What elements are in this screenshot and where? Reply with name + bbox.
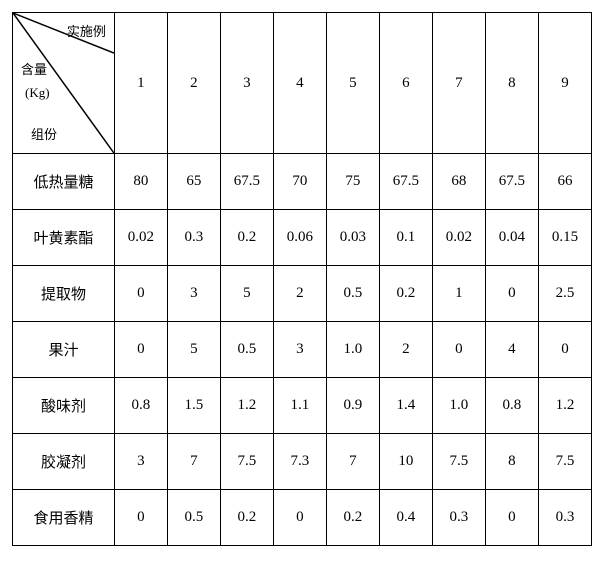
table-row: 酸味剂 0.8 1.5 1.2 1.1 0.9 1.4 1.0 0.8 1.2 <box>13 378 592 434</box>
corner-label-shishili: 实施例 <box>67 21 106 40</box>
cell: 0 <box>114 322 167 378</box>
col-header: 7 <box>432 13 485 154</box>
row-header: 低热量糖 <box>13 154 115 210</box>
cell: 7.3 <box>273 434 326 490</box>
cell: 0 <box>114 266 167 322</box>
cell: 2 <box>273 266 326 322</box>
row-header: 提取物 <box>13 266 115 322</box>
cell: 10 <box>379 434 432 490</box>
cell: 4 <box>485 322 538 378</box>
cell: 0.1 <box>379 210 432 266</box>
col-header: 2 <box>167 13 220 154</box>
col-header: 5 <box>326 13 379 154</box>
col-header: 9 <box>538 13 591 154</box>
cell: 0.8 <box>114 378 167 434</box>
row-header: 酸味剂 <box>13 378 115 434</box>
cell: 0.9 <box>326 378 379 434</box>
cell: 2.5 <box>538 266 591 322</box>
cell: 0.8 <box>485 378 538 434</box>
cell: 3 <box>273 322 326 378</box>
cell: 0.3 <box>167 210 220 266</box>
cell: 1.0 <box>326 322 379 378</box>
cell: 1.4 <box>379 378 432 434</box>
cell: 3 <box>167 266 220 322</box>
corner-label-hanliang: 含量 <box>21 59 47 78</box>
table-row: 叶黄素酯 0.02 0.3 0.2 0.06 0.03 0.1 0.02 0.0… <box>13 210 592 266</box>
row-header: 果汁 <box>13 322 115 378</box>
cell: 67.5 <box>379 154 432 210</box>
cell: 0.3 <box>432 490 485 546</box>
cell: 0.2 <box>220 210 273 266</box>
col-header: 6 <box>379 13 432 154</box>
cell: 0.3 <box>538 490 591 546</box>
cell: 7 <box>326 434 379 490</box>
row-header: 食用香精 <box>13 490 115 546</box>
cell: 75 <box>326 154 379 210</box>
table-body: 低热量糖 80 65 67.5 70 75 67.5 68 67.5 66 叶黄… <box>13 154 592 546</box>
cell: 7.5 <box>538 434 591 490</box>
cell: 65 <box>167 154 220 210</box>
composition-table: 实施例 含量 (Kg) 组份 1 2 3 4 5 6 7 8 9 低热量糖 80… <box>12 12 592 546</box>
cell: 7 <box>167 434 220 490</box>
table-row: 胶凝剂 3 7 7.5 7.3 7 10 7.5 8 7.5 <box>13 434 592 490</box>
cell: 0 <box>432 322 485 378</box>
cell: 1.0 <box>432 378 485 434</box>
table-row: 果汁 0 5 0.5 3 1.0 2 0 4 0 <box>13 322 592 378</box>
cell: 80 <box>114 154 167 210</box>
cell: 0.5 <box>167 490 220 546</box>
corner-header: 实施例 含量 (Kg) 组份 <box>13 13 115 154</box>
cell: 0.2 <box>379 266 432 322</box>
cell: 0.15 <box>538 210 591 266</box>
cell: 0 <box>485 490 538 546</box>
cell: 0 <box>273 490 326 546</box>
table-row: 食用香精 0 0.5 0.2 0 0.2 0.4 0.3 0 0.3 <box>13 490 592 546</box>
cell: 0.5 <box>220 322 273 378</box>
cell: 7.5 <box>220 434 273 490</box>
cell: 0.02 <box>114 210 167 266</box>
cell: 8 <box>485 434 538 490</box>
col-header: 3 <box>220 13 273 154</box>
cell: 2 <box>379 322 432 378</box>
cell: 67.5 <box>220 154 273 210</box>
col-header: 8 <box>485 13 538 154</box>
cell: 0.2 <box>326 490 379 546</box>
cell: 68 <box>432 154 485 210</box>
cell: 66 <box>538 154 591 210</box>
cell: 0 <box>538 322 591 378</box>
cell: 1.1 <box>273 378 326 434</box>
col-header: 1 <box>114 13 167 154</box>
corner-label-kg: (Kg) <box>25 85 50 101</box>
cell: 0.5 <box>326 266 379 322</box>
cell: 3 <box>114 434 167 490</box>
cell: 0.2 <box>220 490 273 546</box>
cell: 0.4 <box>379 490 432 546</box>
cell: 5 <box>220 266 273 322</box>
cell: 0.06 <box>273 210 326 266</box>
row-header: 叶黄素酯 <box>13 210 115 266</box>
cell: 5 <box>167 322 220 378</box>
cell: 67.5 <box>485 154 538 210</box>
cell: 1.5 <box>167 378 220 434</box>
col-header: 4 <box>273 13 326 154</box>
cell: 1 <box>432 266 485 322</box>
cell: 0 <box>114 490 167 546</box>
cell: 0.03 <box>326 210 379 266</box>
cell: 0.04 <box>485 210 538 266</box>
cell: 0 <box>485 266 538 322</box>
cell: 7.5 <box>432 434 485 490</box>
cell: 1.2 <box>220 378 273 434</box>
table-row: 提取物 0 3 5 2 0.5 0.2 1 0 2.5 <box>13 266 592 322</box>
cell: 1.2 <box>538 378 591 434</box>
cell: 0.02 <box>432 210 485 266</box>
cell: 70 <box>273 154 326 210</box>
table-row: 低热量糖 80 65 67.5 70 75 67.5 68 67.5 66 <box>13 154 592 210</box>
corner-label-zufen: 组份 <box>31 124 57 143</box>
header-row: 实施例 含量 (Kg) 组份 1 2 3 4 5 6 7 8 9 <box>13 13 592 154</box>
row-header: 胶凝剂 <box>13 434 115 490</box>
